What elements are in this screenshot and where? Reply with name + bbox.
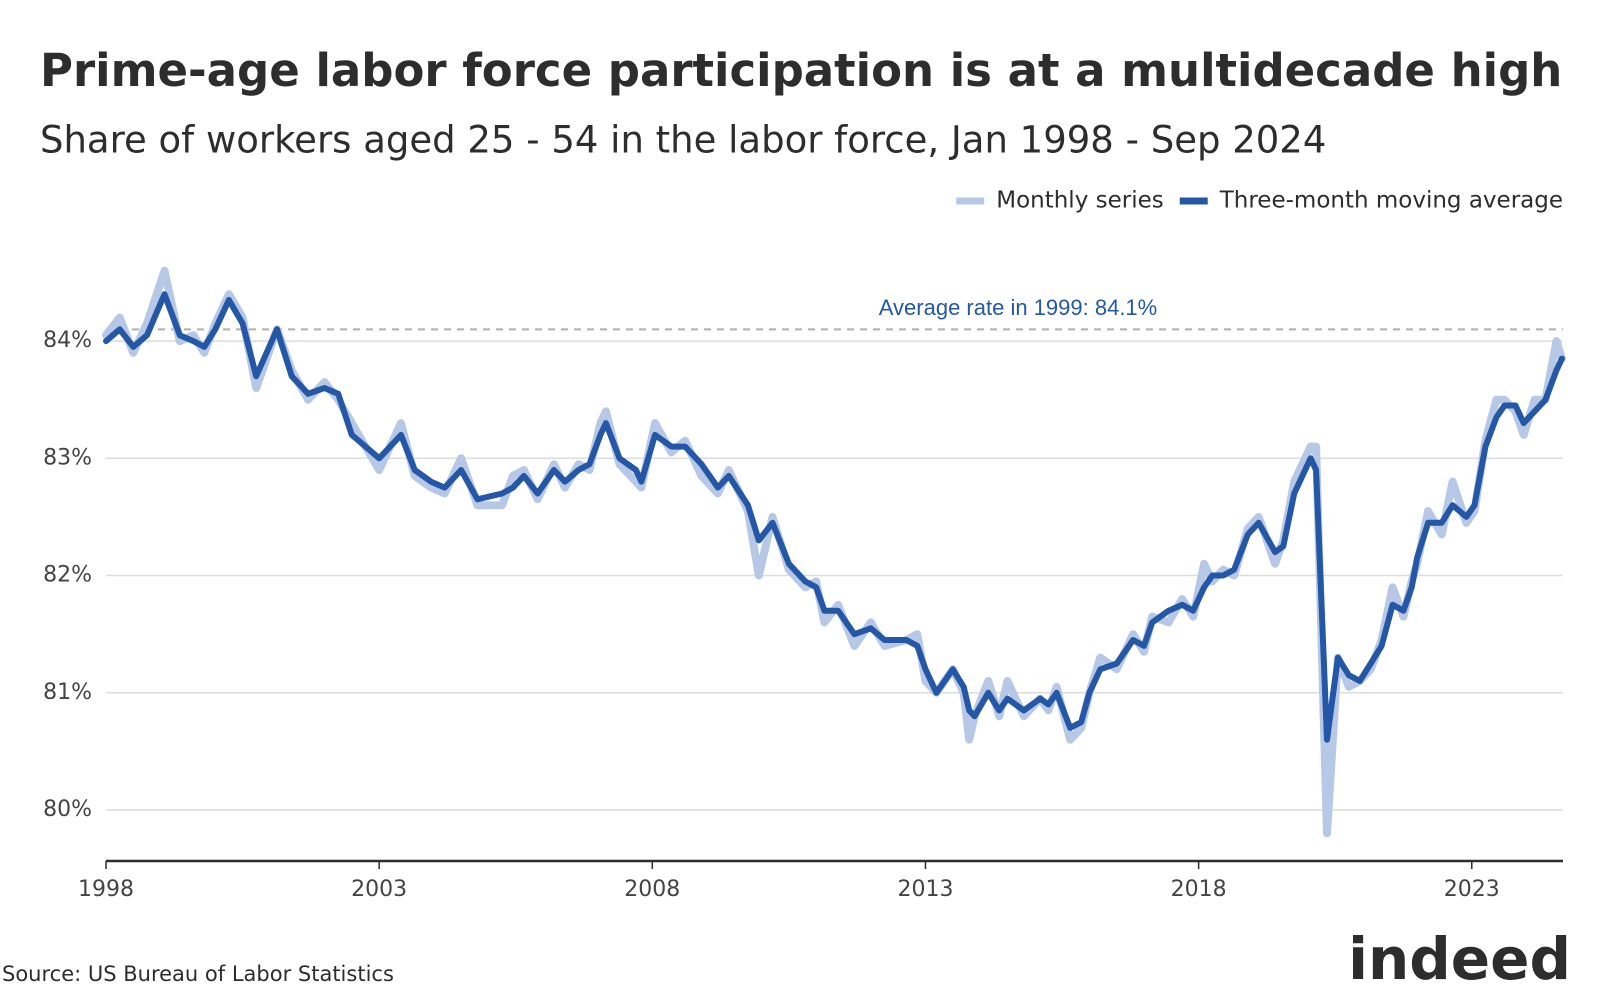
y-tick-label: 84% [43,328,92,353]
legend-label: Three-month moving average [1219,188,1563,214]
y-tick-label: 82% [43,563,92,588]
x-tick-label: 1998 [78,877,134,902]
series-line [103,291,1565,743]
x-tick-label: 2003 [351,877,407,902]
series-line [102,266,1566,838]
chart-subtitle: Share of workers aged 25 - 54 in the lab… [40,119,1326,162]
reference-label: Average rate in 1999: 84.1% [879,295,1157,320]
x-tick-label: 2023 [1444,877,1500,902]
y-tick-label: 83% [43,445,92,470]
y-tick-label: 80% [43,797,92,822]
x-tick-label: 2018 [1171,877,1227,902]
y-tick-label: 81% [43,680,92,705]
logo: indeed [1348,925,1571,993]
x-tick-label: 2008 [624,877,680,902]
x-tick-label: 2013 [897,877,953,902]
legend-label: Monthly series [996,188,1164,214]
chart-title: Prime-age labor force participation is a… [40,44,1562,97]
source-note: Source: US Bureau of Labor Statistics [2,962,394,986]
